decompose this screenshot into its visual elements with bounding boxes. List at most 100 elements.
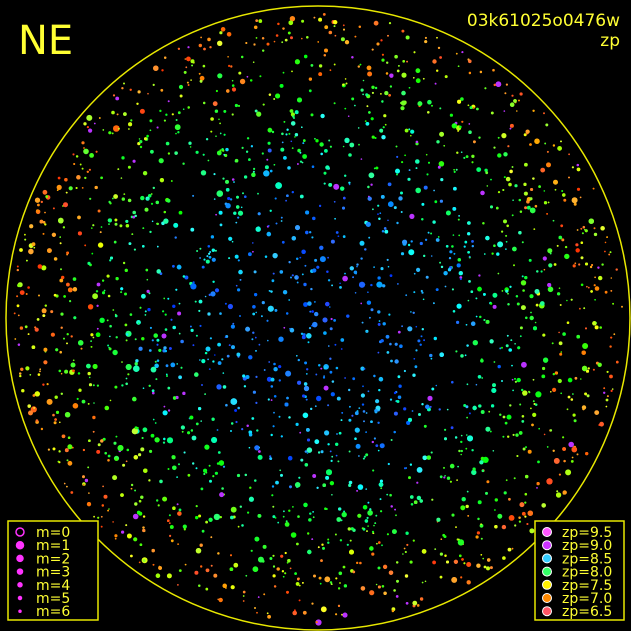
star: [231, 87, 237, 92]
star: [286, 312, 289, 315]
star: [43, 347, 48, 352]
star: [314, 311, 319, 317]
star: [543, 112, 545, 115]
star: [475, 297, 478, 300]
star: [225, 147, 229, 152]
star: [144, 310, 147, 313]
star: [433, 336, 437, 341]
star: [325, 508, 328, 510]
star: [229, 198, 233, 201]
m-legend-symbol: [18, 609, 22, 613]
star: [87, 466, 90, 469]
star: [59, 242, 62, 245]
star: [568, 176, 570, 179]
star: [35, 419, 39, 422]
star: [277, 521, 280, 524]
star: [190, 79, 192, 81]
star: [303, 282, 307, 287]
star: [236, 205, 240, 209]
star: [242, 374, 246, 378]
star: [507, 303, 510, 306]
star: [456, 303, 462, 309]
star: [376, 281, 383, 288]
star: [69, 300, 72, 303]
star: [203, 258, 206, 261]
star: [338, 571, 343, 576]
star: [296, 281, 299, 284]
star: [290, 140, 293, 143]
star: [526, 523, 529, 525]
star: [583, 307, 586, 310]
star: [192, 281, 195, 284]
star: [447, 268, 452, 272]
star: [166, 437, 174, 444]
star: [457, 218, 460, 221]
star: [41, 308, 47, 314]
star: [131, 428, 138, 435]
star: [404, 128, 409, 133]
star: [356, 561, 359, 565]
star: [60, 268, 62, 271]
star: [522, 390, 528, 396]
star: [475, 535, 479, 539]
star: [460, 505, 466, 511]
star: [373, 437, 376, 440]
star: [505, 176, 511, 182]
star: [249, 486, 252, 489]
star: [142, 559, 146, 562]
star: [567, 377, 573, 383]
star: [55, 348, 59, 352]
zp-legend-label: zp=8.0: [562, 565, 612, 581]
star: [460, 97, 464, 101]
star: [409, 560, 413, 564]
star: [239, 279, 242, 281]
star: [525, 316, 528, 320]
star: [288, 509, 291, 512]
star: [248, 496, 254, 502]
star: [303, 385, 310, 392]
star: [594, 299, 596, 301]
star: [552, 387, 557, 392]
star: [283, 326, 286, 329]
star: [414, 365, 418, 369]
star: [164, 313, 167, 316]
star: [594, 286, 600, 291]
star: [395, 145, 398, 148]
star: [284, 551, 287, 555]
star: [380, 39, 383, 42]
star: [604, 250, 606, 253]
star: [109, 335, 111, 338]
star: [230, 65, 233, 68]
star: [363, 367, 366, 370]
star: [512, 199, 514, 201]
star: [205, 568, 210, 573]
star: [147, 198, 150, 201]
star: [576, 453, 579, 456]
star: [407, 243, 411, 247]
star: [274, 197, 277, 200]
star: [416, 495, 422, 501]
star: [268, 93, 272, 96]
star: [415, 78, 421, 84]
star: [29, 224, 34, 229]
star: [113, 125, 120, 132]
star: [388, 22, 392, 25]
star: [98, 117, 101, 119]
star: [331, 380, 335, 383]
star: [580, 283, 584, 287]
star: [572, 264, 576, 268]
star: [497, 364, 501, 369]
star: [75, 187, 78, 189]
star: [68, 186, 73, 191]
star: [28, 410, 33, 416]
star: [76, 175, 81, 180]
star: [230, 554, 232, 557]
star: [184, 58, 187, 60]
star: [430, 451, 433, 454]
star: [125, 364, 132, 370]
star: [73, 316, 77, 320]
star: [66, 459, 69, 462]
star: [226, 354, 230, 358]
star: [365, 93, 369, 97]
star: [439, 131, 444, 137]
